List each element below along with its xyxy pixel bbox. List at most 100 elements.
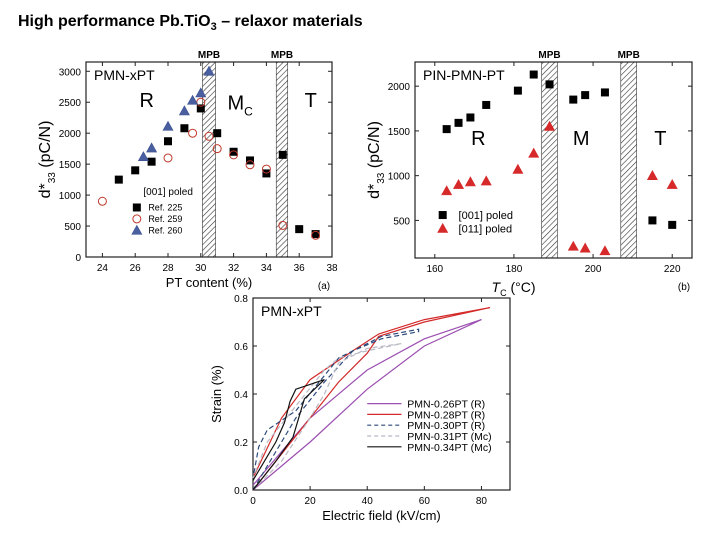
y-tick-label: 0.2 xyxy=(234,438,248,449)
y-tick-label: 3000 xyxy=(59,67,82,78)
triangle-marker xyxy=(512,163,524,174)
y-tick-label: 2000 xyxy=(388,82,411,93)
y-tick-label: 1000 xyxy=(59,191,82,202)
title-subscript: 3 xyxy=(210,21,217,34)
circle-marker xyxy=(163,153,173,163)
region-label-text: R xyxy=(139,90,153,112)
triangle-marker xyxy=(544,120,556,131)
plot-frame xyxy=(252,297,511,491)
circle-marker xyxy=(261,164,271,174)
x-tick-label: 180 xyxy=(506,264,523,275)
legend-label: Ref. 259 xyxy=(148,214,182,224)
triangle-marker xyxy=(567,240,579,251)
panel-label: (b) xyxy=(678,282,690,293)
square-marker xyxy=(132,203,141,212)
triangle-marker xyxy=(453,178,465,189)
square-marker xyxy=(466,113,475,122)
mpb-band xyxy=(541,61,558,259)
square-marker xyxy=(278,150,287,159)
x-axis-label: Electric field (kV/cm) xyxy=(322,508,440,523)
square-marker xyxy=(600,88,609,97)
x-axis-label-tail: (°C) xyxy=(507,279,536,295)
legend-label: PMN-0.31PT (Mc) xyxy=(407,431,491,443)
x-tick-label: 60 xyxy=(419,496,431,507)
inset-title: PMN-xPT xyxy=(94,67,155,83)
square-marker xyxy=(229,147,238,156)
series-line xyxy=(252,343,402,491)
mpb-label: MPB xyxy=(271,50,293,61)
x-tick-label: 40 xyxy=(362,496,374,507)
square-marker xyxy=(545,80,554,89)
square-marker xyxy=(442,125,451,134)
y-axis-label-sub: 33 xyxy=(47,172,58,184)
y-axis-label-tail: (pC/N) xyxy=(37,121,54,173)
mpb-band xyxy=(620,61,637,259)
series-1 xyxy=(252,307,491,491)
x-axis-label: TC (°C) xyxy=(492,279,536,298)
legend-label: [011] poled xyxy=(459,223,513,235)
triangle-marker xyxy=(187,94,199,105)
y-axis-label-tail: (pC/N) xyxy=(366,121,383,173)
x-tick-label: 32 xyxy=(228,263,240,274)
series-0 xyxy=(114,104,320,239)
y-tick-label: 0.0 xyxy=(234,486,248,497)
chart-2: 0 20 40 60 80 0.0 0.2 0.4 0.6 0.8 Electric field (… xyxy=(209,294,511,523)
region-label-text: R xyxy=(471,128,485,150)
region-label-sub: C xyxy=(244,105,253,119)
y-tick-label: 2500 xyxy=(59,98,82,109)
region-label: T xyxy=(305,90,317,112)
series-2 xyxy=(252,328,420,491)
legend-label: Ref. 260 xyxy=(148,225,182,235)
legend-label: [001] poled xyxy=(459,210,513,222)
circle-marker xyxy=(245,160,255,170)
title-tail: – relaxor materials xyxy=(216,13,363,30)
square-marker xyxy=(196,104,205,113)
x-tick-label: 34 xyxy=(261,263,273,274)
square-marker xyxy=(438,211,447,220)
square-marker xyxy=(668,220,677,229)
region-label-text: T xyxy=(305,90,317,112)
triangle-marker xyxy=(137,151,149,162)
circle-marker xyxy=(311,230,321,240)
series-4 xyxy=(252,379,325,491)
x-tick-label: 38 xyxy=(326,263,338,274)
triangle-marker xyxy=(195,87,207,98)
series-line xyxy=(252,379,325,491)
region-label: R xyxy=(139,90,153,112)
square-marker xyxy=(581,91,590,100)
circle-marker xyxy=(196,97,206,107)
triangle-marker xyxy=(646,170,658,180)
y-axis-label-sub: 33 xyxy=(376,172,387,184)
triangle-marker xyxy=(441,185,453,196)
y-axis-label: d*33 (pC/N) xyxy=(37,121,58,199)
y-tick-label: 1500 xyxy=(59,160,82,171)
triangle-marker xyxy=(666,178,678,189)
legend-label: PMN-0.30PT (R) xyxy=(407,420,485,432)
y-tick-label: 500 xyxy=(64,222,81,233)
region-label: MC xyxy=(227,93,253,119)
x-tick-label: 0 xyxy=(250,496,256,507)
x-axis-label: PT content (%) xyxy=(166,275,252,290)
series-3 xyxy=(252,343,402,491)
x-tick-label: 28 xyxy=(162,263,174,274)
triangle-marker xyxy=(131,224,143,235)
inset-title-bg xyxy=(419,66,515,83)
circle-marker xyxy=(188,128,198,138)
slide-title: High performance Pb.TiO3 – relaxor mater… xyxy=(18,13,363,33)
square-marker xyxy=(164,137,172,146)
y-tick-label: 0 xyxy=(75,253,81,264)
y-axis-label: d*33 (pC/N) xyxy=(366,121,387,199)
square-marker xyxy=(114,175,123,184)
circle-marker xyxy=(229,150,239,160)
triangle-marker xyxy=(162,120,174,131)
inset-title-bg xyxy=(90,66,164,83)
series-line xyxy=(252,307,491,491)
y-tick-label: 1000 xyxy=(388,172,411,183)
y-axis-label: Strain (%) xyxy=(209,365,224,423)
x-tick-label: 36 xyxy=(294,263,306,274)
region-label-text: M xyxy=(573,128,590,150)
y-axis-label-main: d* xyxy=(37,183,54,198)
x-tick-label: 80 xyxy=(476,496,488,507)
circle-marker xyxy=(278,220,288,230)
